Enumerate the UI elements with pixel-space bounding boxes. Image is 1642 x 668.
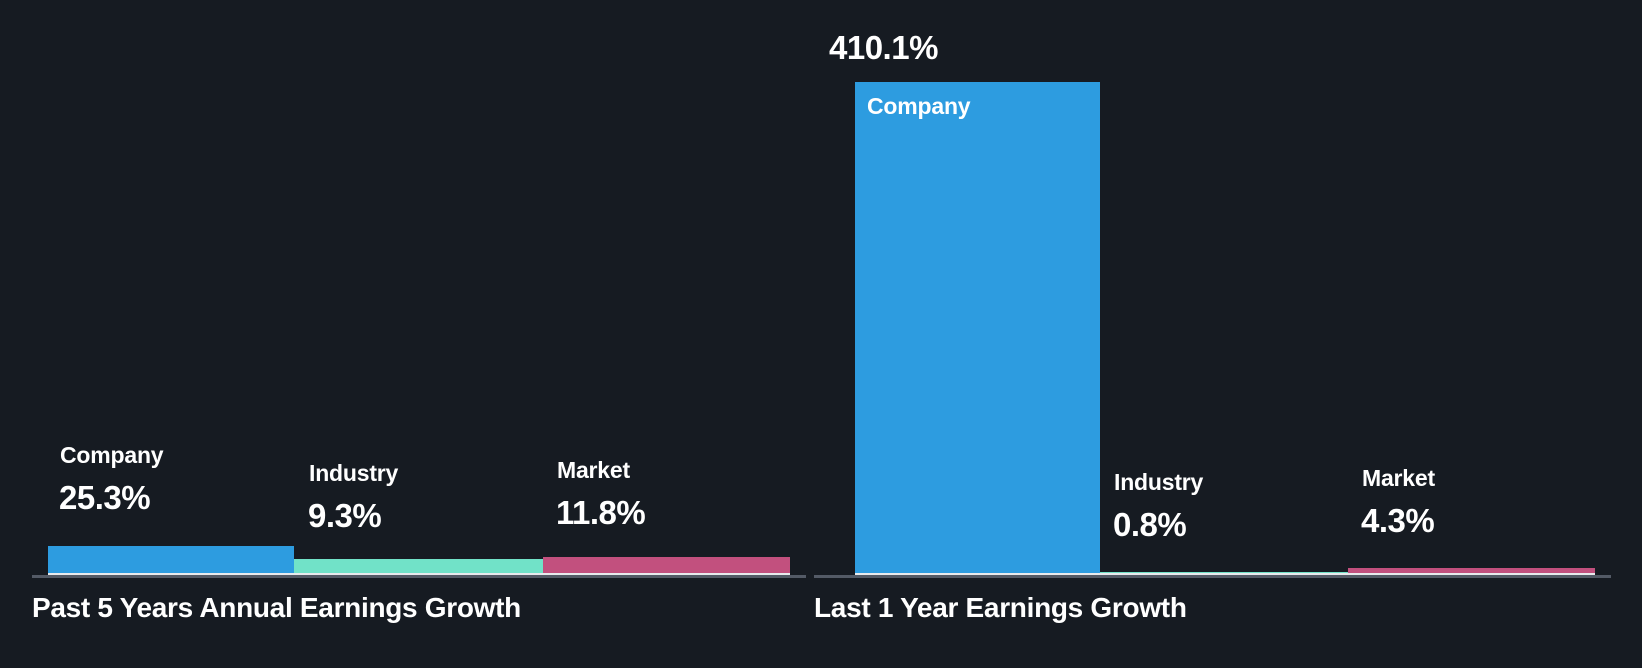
value-industry-last1y: 0.8%: [1113, 506, 1187, 543]
left-axis-shadow-line: [32, 575, 806, 578]
bar-company-past5y[interactable]: [48, 546, 294, 573]
value-market-past5y: 11.8%: [556, 494, 646, 531]
left-chart-title: Past 5 Years Annual Earnings Growth: [32, 592, 521, 623]
bar-company-last1y[interactable]: [855, 82, 1100, 573]
right-axis-line: [855, 573, 1595, 575]
value-industry-past5y: 9.3%: [308, 497, 382, 534]
value-company-last1y: 410.1%: [829, 29, 938, 66]
label-company-past5y: Company: [60, 442, 164, 468]
bar-market-last1y[interactable]: [1348, 568, 1595, 573]
right-chart-title: Last 1 Year Earnings Growth: [814, 592, 1187, 623]
left-plot-area: Company 25.3% Industry 9.3% Market 11.8%: [0, 0, 806, 578]
right-plot-area: 410.1% Company Industry 0.8% Market 4.3%: [814, 0, 1642, 578]
label-industry-past5y: Industry: [309, 460, 399, 486]
bar-industry-past5y[interactable]: [294, 559, 543, 573]
right-axis-shadow-line: [814, 575, 1611, 578]
value-company-past5y: 25.3%: [59, 479, 151, 516]
label-company-last1y: Company: [867, 93, 971, 119]
label-market-last1y: Market: [1362, 465, 1435, 491]
last-1-year-chart-panel: 410.1% Company Industry 0.8% Market 4.3%…: [814, 0, 1642, 668]
bar-industry-last1y[interactable]: [1100, 572, 1348, 573]
label-industry-last1y: Industry: [1114, 469, 1204, 495]
label-market-past5y: Market: [557, 457, 630, 483]
value-market-last1y: 4.3%: [1361, 502, 1435, 539]
past-5-years-chart-panel: Company 25.3% Industry 9.3% Market 11.8%…: [0, 0, 806, 668]
bar-market-past5y[interactable]: [543, 557, 790, 573]
left-axis-line: [48, 573, 790, 575]
